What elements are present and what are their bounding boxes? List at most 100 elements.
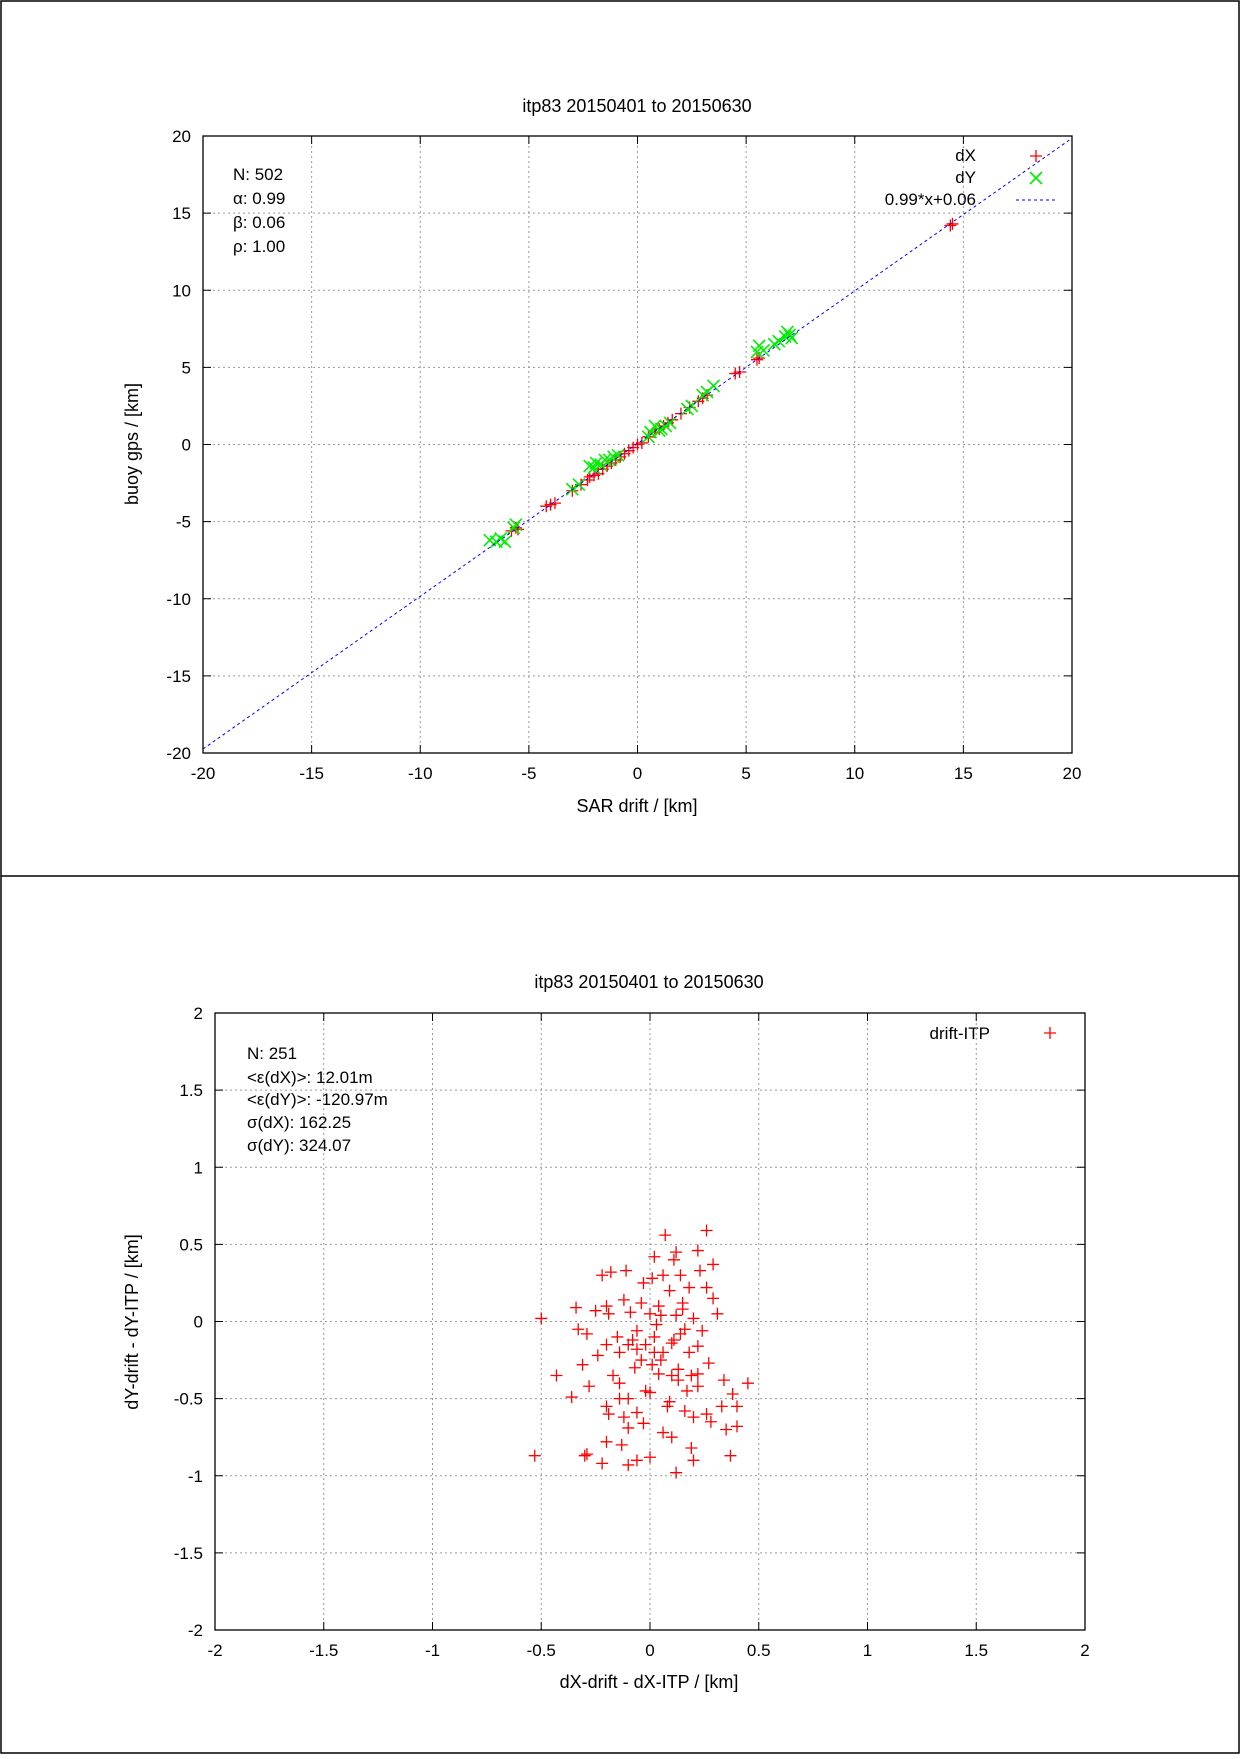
y-tick-label: -10 xyxy=(166,590,191,609)
data-point xyxy=(639,1384,652,1397)
data-point xyxy=(509,518,523,532)
data-point xyxy=(667,1253,680,1266)
y-tick-label: 15 xyxy=(172,204,191,223)
data-point xyxy=(630,1343,643,1356)
x-tick-label: -1 xyxy=(425,1641,440,1660)
data-point xyxy=(617,1411,630,1424)
data-point xyxy=(528,1449,541,1462)
data-point xyxy=(706,379,721,393)
data-point xyxy=(687,1411,700,1424)
data-point xyxy=(644,1307,656,1320)
annotation-mean-dy: <ε(dY)>: -120.97m xyxy=(247,1090,388,1109)
legend-label-dx: dX xyxy=(955,146,976,165)
data-point xyxy=(637,1276,650,1289)
data-point xyxy=(637,1417,650,1430)
chart-top-annotations: N: 502 α: 0.99 β: 0.06 ρ: 1.00 xyxy=(233,165,285,256)
legend-label-drift-itp: drift-ITP xyxy=(930,1024,990,1043)
data-point xyxy=(685,1441,698,1454)
data-point xyxy=(572,478,586,492)
y-tick-label: 0 xyxy=(194,1313,203,1332)
data-point xyxy=(702,1357,715,1370)
legend-swatch-dX xyxy=(1030,150,1042,162)
annotation-rho: ρ: 1.00 xyxy=(233,237,285,256)
data-point xyxy=(596,1457,609,1470)
y-tick-label: 10 xyxy=(172,281,191,300)
data-point xyxy=(731,1400,743,1413)
chart-bottom-title: itp83 20150401 to 20150630 xyxy=(534,972,763,992)
data-point xyxy=(648,1330,661,1343)
x-tick-label: -20 xyxy=(191,764,216,783)
plot-border xyxy=(214,1012,1086,1631)
data-point xyxy=(670,1466,683,1479)
data-point xyxy=(635,1296,648,1309)
data-point xyxy=(700,1224,713,1237)
data-point xyxy=(707,1258,720,1271)
legend-label-dy: dY xyxy=(955,168,976,187)
chart-bottom-ylabel: dY-drift - dY-ITP / [km] xyxy=(122,1234,142,1409)
data-point xyxy=(944,219,957,232)
data-point xyxy=(667,1334,680,1347)
legend-swatch-dY xyxy=(1029,171,1043,185)
y-tick-label: 2 xyxy=(194,1004,203,1023)
chart-bottom-xlabel: dX-drift - dX-ITP / [km] xyxy=(560,1672,739,1692)
data-point xyxy=(583,459,597,473)
data-point xyxy=(600,1300,613,1313)
data-point xyxy=(600,1400,613,1413)
data-point xyxy=(591,1349,604,1362)
x-tick-label: 0 xyxy=(645,1641,654,1660)
x-tick-label: 0.5 xyxy=(747,1641,771,1660)
data-point xyxy=(680,1384,693,1397)
data-point xyxy=(694,1264,707,1277)
chart-top-ylabel: buoy gps / [km] xyxy=(122,383,142,505)
data-point xyxy=(583,1380,596,1393)
data-point xyxy=(670,1246,683,1259)
data-point xyxy=(741,1377,754,1390)
data-point xyxy=(622,1458,635,1471)
data-point xyxy=(691,1340,704,1353)
x-tick-label: 5 xyxy=(741,764,750,783)
data-point xyxy=(613,1346,626,1359)
annotation-mean-dx: <ε(dX)>: 12.01m xyxy=(247,1068,373,1087)
data-point xyxy=(648,1346,661,1359)
data-point xyxy=(600,1338,613,1351)
data-point xyxy=(589,456,603,470)
data-point xyxy=(644,1451,656,1464)
series-dY xyxy=(483,325,799,549)
data-point xyxy=(639,1338,652,1351)
x-tick-label: 1.5 xyxy=(964,1641,988,1660)
y-tick-label: -0.5 xyxy=(174,1390,203,1409)
x-tick-label: -10 xyxy=(408,764,433,783)
annotation-alpha: α: 0.99 xyxy=(233,189,285,208)
data-point xyxy=(663,1284,676,1297)
data-point xyxy=(665,1369,678,1382)
data-point xyxy=(498,535,512,549)
data-point xyxy=(663,416,677,430)
data-point xyxy=(691,1244,704,1257)
y-tick-label: 20 xyxy=(172,127,191,146)
data-point xyxy=(674,407,687,420)
y-tick-label: -1.5 xyxy=(174,1544,203,1563)
data-point xyxy=(646,1272,659,1285)
data-point xyxy=(683,1346,696,1359)
data-point xyxy=(602,1408,615,1421)
data-point xyxy=(691,1380,704,1393)
annotation-sigma-dy: σ(dY): 324.07 xyxy=(247,1136,351,1155)
data-point xyxy=(657,1269,670,1282)
data-point xyxy=(691,1367,704,1380)
data-point xyxy=(589,1304,602,1317)
chart-top-title: itp83 20150401 to 20150630 xyxy=(522,96,751,116)
data-point xyxy=(598,453,612,467)
data-point xyxy=(624,1306,637,1319)
chart-bottom-annotations: N: 251 <ε(dX)>: 12.01m <ε(dY)>: -120.97m… xyxy=(247,1044,388,1155)
data-point xyxy=(572,1323,585,1336)
data-point xyxy=(665,1337,678,1350)
data-point xyxy=(630,1324,643,1337)
data-point xyxy=(652,1367,665,1380)
data-point xyxy=(670,1309,683,1322)
y-tick-label: 1 xyxy=(194,1158,203,1177)
data-point xyxy=(512,523,525,536)
data-point xyxy=(622,1421,635,1434)
plot-border xyxy=(202,135,1073,754)
data-point xyxy=(611,448,625,462)
x-tick-label: 2 xyxy=(1080,1641,1089,1660)
